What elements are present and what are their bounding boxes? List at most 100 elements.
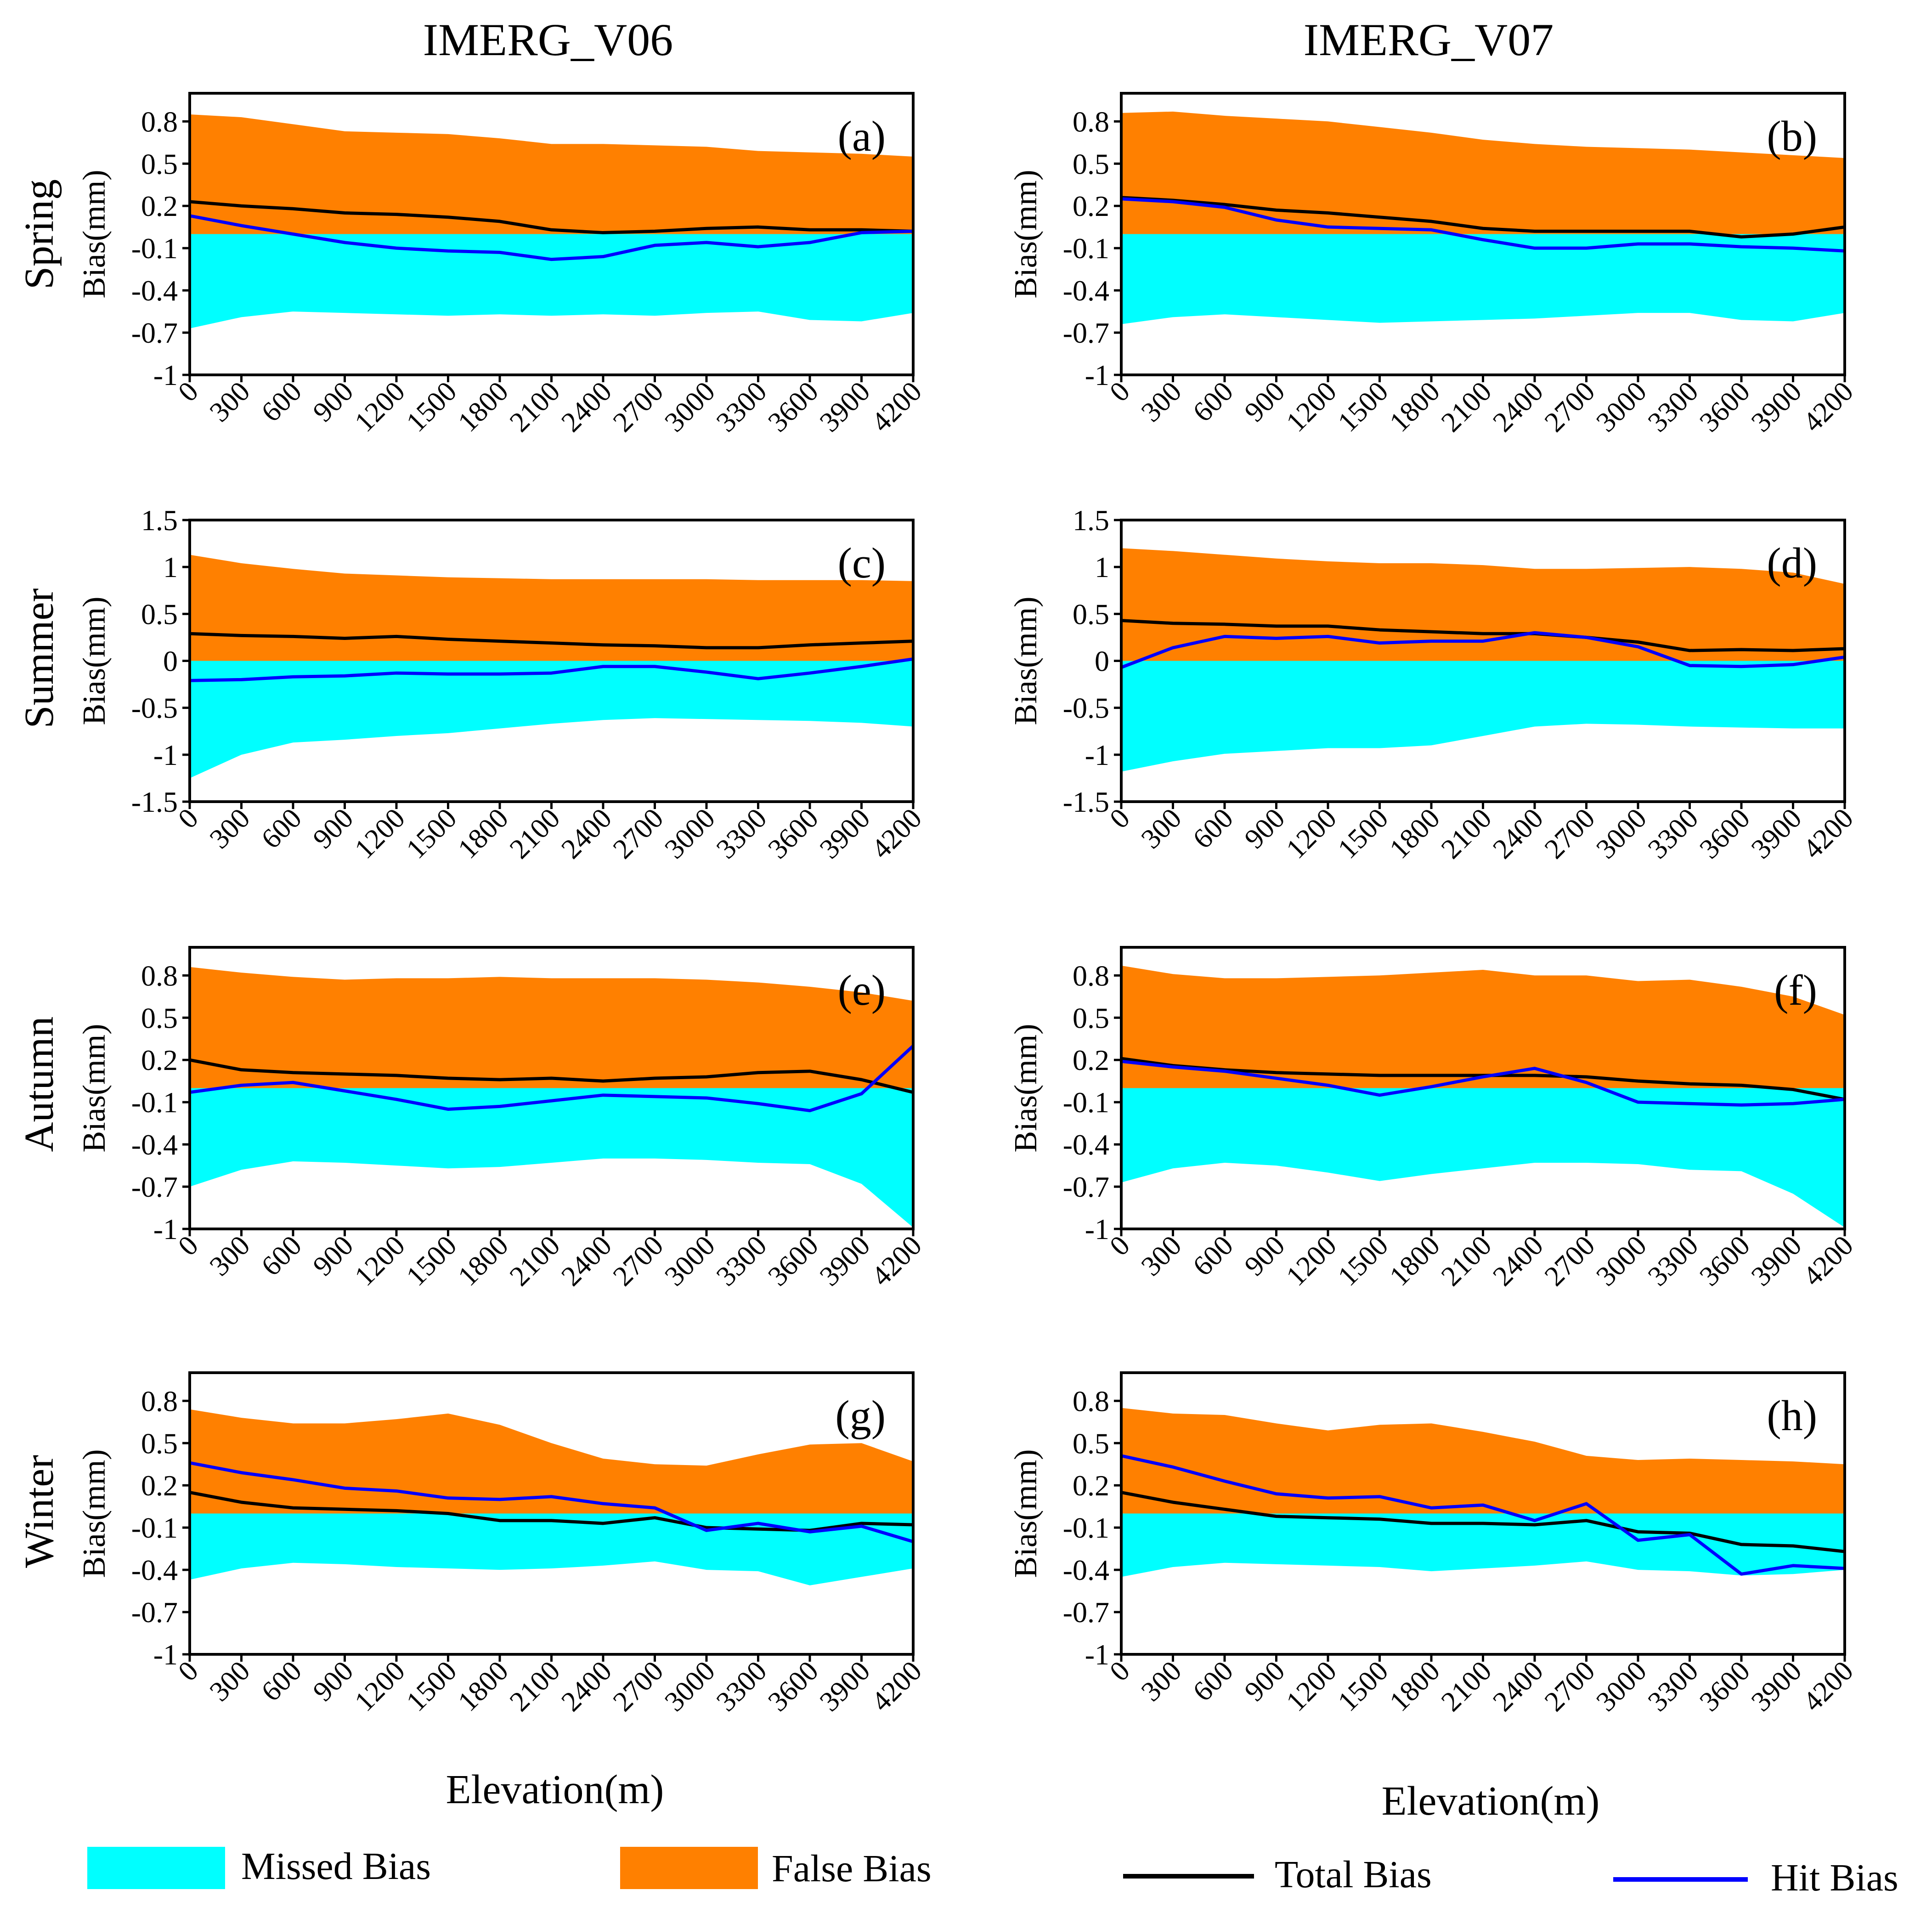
total-bias-line (190, 200, 913, 234)
row-title-summer: Summer (17, 588, 62, 728)
y-tick-label: 0.2 (141, 190, 178, 222)
x-tick-label: 3900 (1746, 376, 1808, 438)
x-tick-label: 2100 (504, 803, 566, 865)
legend-false-swatch (620, 1847, 758, 1889)
y-tick-label: -0.4 (1063, 1128, 1109, 1161)
x-tick-label: 3000 (1590, 1655, 1653, 1718)
x-tick-label: 3900 (814, 1655, 876, 1718)
y-tick-label: -0.4 (131, 1128, 178, 1161)
x-tick-label: 4200 (1797, 803, 1859, 865)
panel-label: (a) (838, 113, 886, 160)
y-tick-label: -1 (1085, 1638, 1109, 1671)
y-tick-label: 0.2 (141, 1044, 178, 1076)
xlabel-right: Elevation(m) (1382, 1778, 1600, 1824)
legend-false-label: False Bias (772, 1847, 932, 1890)
y-tick-label: -0.1 (1063, 1086, 1109, 1119)
x-tick-label: 900 (1239, 1230, 1291, 1282)
x-tick-label: 3600 (762, 376, 825, 438)
x-tick-label: 2400 (555, 1655, 618, 1718)
x-tick-label: 2700 (1539, 803, 1601, 865)
y-tick-label: 0.8 (1073, 1385, 1109, 1417)
y-tick-label: -0.4 (131, 274, 178, 307)
x-tick-label: 2400 (555, 1230, 618, 1292)
panel-label: (b) (1767, 113, 1817, 160)
y-tick-label: -0.7 (131, 1596, 178, 1629)
x-tick-label: 3000 (659, 376, 721, 438)
y-tick-label: 0.5 (1073, 147, 1109, 180)
x-tick-label: 300 (1135, 1230, 1188, 1282)
legend-total-label: Total Bias (1275, 1853, 1432, 1896)
missed-bias-area (190, 234, 913, 328)
x-tick-label: 900 (307, 376, 360, 428)
x-tick-label: 900 (307, 1230, 360, 1282)
x-tick-label: 3300 (1642, 376, 1705, 438)
col-title-v06: IMERG_V06 (423, 14, 673, 65)
plot-area (190, 114, 913, 328)
hit-bias-line (190, 657, 913, 682)
y-tick-label: -0.1 (1063, 232, 1109, 265)
missed-bias-area (190, 661, 913, 778)
x-tick-label: 3900 (1746, 803, 1808, 865)
false-bias-area (1121, 1408, 1845, 1514)
y-tick-label: -1 (153, 1213, 178, 1245)
x-tick-label: 3000 (659, 1655, 721, 1718)
plot-area (1121, 965, 1845, 1228)
panel-label: (f) (1774, 967, 1817, 1014)
y-tick-label: 0.8 (1073, 959, 1109, 992)
hit-bias-line (1121, 1059, 1845, 1107)
x-tick-label: 3900 (1746, 1655, 1808, 1718)
panel-label: (h) (1767, 1392, 1817, 1440)
y-tick-label: 0.2 (1073, 1469, 1109, 1502)
x-tick-label: 3600 (762, 803, 825, 865)
missed-bias-area (1121, 234, 1845, 324)
x-tick-label: 3000 (659, 1230, 721, 1292)
false-bias-area (190, 555, 913, 661)
y-tick-label: 0.5 (141, 598, 178, 630)
y-tick-label: -0.7 (131, 1171, 178, 1203)
x-tick-label: 1500 (1332, 376, 1395, 438)
x-tick-label: 4200 (1797, 1655, 1859, 1718)
x-tick-label: 1200 (349, 1655, 411, 1718)
x-tick-label: 3000 (1590, 376, 1653, 438)
y-tick-label: 0.8 (141, 1385, 178, 1417)
false-bias-area (1121, 548, 1845, 661)
x-tick-label: 0 (172, 1230, 204, 1262)
x-tick-label: 2700 (1539, 1655, 1601, 1718)
x-tick-label: 600 (255, 1655, 308, 1708)
plot-area (1121, 111, 1845, 324)
plot-area (190, 967, 913, 1228)
x-tick-label: 900 (1239, 1655, 1291, 1708)
panels: 0.80.50.2-0.1-0.4-0.7-103006009001200150… (77, 92, 1859, 1718)
x-tick-label: 1200 (1280, 1230, 1343, 1292)
y-axis-label: Bias(mm) (1008, 597, 1044, 725)
x-tick-label: 2700 (1539, 376, 1601, 438)
y-tick-label: 0.2 (1073, 1044, 1109, 1076)
panel-g: 0.8 0.5 0.2 -0.1 -0.4 -0.7 -103006009001200150… (77, 1371, 928, 1718)
false-bias-area (190, 114, 913, 234)
row-title-autumn: Autumn (17, 1016, 62, 1152)
panel-label: (g) (835, 1392, 886, 1440)
legend-hit-label: Hit Bias (1771, 1856, 1898, 1899)
x-tick-label: 2400 (1487, 803, 1549, 865)
x-tick-label: 3000 (1590, 803, 1653, 865)
y-tick-label: -0.4 (1063, 1554, 1109, 1586)
total-bias-line (190, 1058, 913, 1094)
x-tick-label: 0 (1104, 803, 1136, 835)
x-tick-label: 0 (1104, 1230, 1136, 1262)
x-tick-label: 4200 (1797, 1230, 1859, 1292)
total-bias-line (190, 632, 913, 650)
x-tick-label: 2100 (504, 376, 566, 438)
x-tick-label: 3000 (659, 803, 721, 865)
x-tick-label: 2100 (504, 1655, 566, 1718)
total-bias-line (1121, 619, 1845, 652)
panel-h: 0.8 0.5 0.2 -0.1 -0.4 -0.7 -103006009001200150… (1008, 1371, 1859, 1718)
x-tick-label: 300 (1135, 1655, 1188, 1708)
hit-bias-line (190, 214, 913, 261)
x-tick-label: 1500 (1332, 803, 1395, 865)
x-tick-label: 4200 (1797, 376, 1859, 438)
x-tick-label: 300 (204, 376, 256, 428)
x-tick-label: 4200 (865, 803, 928, 865)
x-tick-label: 3300 (711, 1230, 773, 1292)
x-tick-label: 4200 (865, 1230, 928, 1292)
